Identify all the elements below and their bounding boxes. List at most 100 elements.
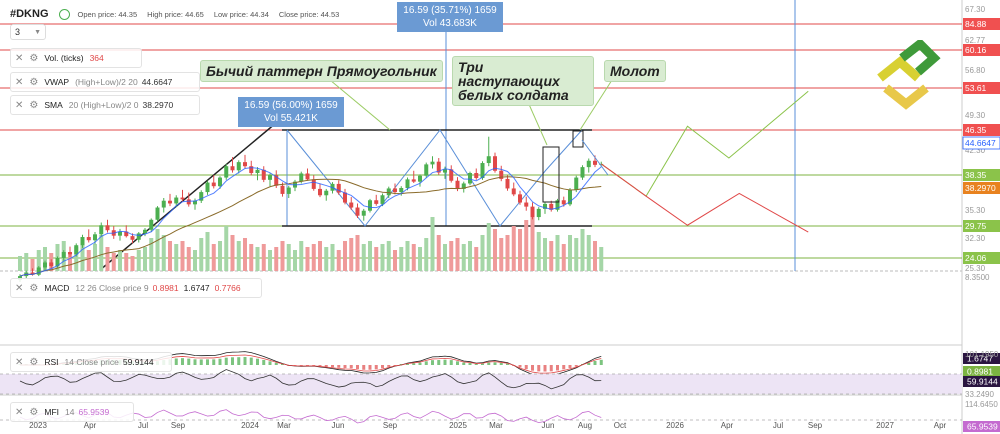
- volume-bar: [36, 250, 41, 271]
- high-price: High price: 44.65: [147, 9, 204, 19]
- indicator-sma[interactable]: ✕ ⚙ SMA 20 (High+Low)/2 0 38.2970: [10, 95, 200, 115]
- volume-bar: [318, 241, 322, 271]
- symbol-label[interactable]: #DKNG: [10, 8, 49, 20]
- macd-histogram-bar: [506, 363, 509, 365]
- close-icon[interactable]: ✕: [15, 76, 24, 88]
- macd-histogram-bar: [318, 365, 322, 367]
- candle-body: [455, 180, 460, 189]
- gear-icon[interactable]: ⚙: [29, 76, 39, 88]
- gear-icon[interactable]: ⚙: [29, 99, 39, 111]
- close-icon[interactable]: ✕: [15, 282, 24, 294]
- macd-histogram-bar: [456, 361, 459, 365]
- volume-bar: [305, 247, 310, 271]
- volume-bar: [580, 229, 585, 271]
- price-axis-label: 32.30: [965, 234, 986, 243]
- macd-histogram-bar: [174, 358, 178, 365]
- tooltip-change: 16.59 (35.71%) 1659: [403, 5, 497, 16]
- time-axis-label: Sep: [808, 421, 823, 430]
- gear-icon[interactable]: ⚙: [29, 356, 39, 368]
- macd-histogram-bar: [412, 363, 416, 365]
- volume-bar: [243, 238, 247, 271]
- candle-body: [543, 203, 547, 209]
- gear-icon[interactable]: ⚙: [29, 406, 39, 418]
- volume-bar: [280, 241, 285, 271]
- rsi-tag-label: 59.9144: [967, 377, 998, 387]
- price-tag: [963, 18, 1000, 30]
- price-tag: [963, 182, 1000, 194]
- volume-bar: [205, 232, 210, 271]
- volume-bar: [361, 244, 366, 271]
- candle-body: [443, 169, 447, 173]
- indicator-vwap[interactable]: ✕ ⚙ VWAP (High+Low)/2 20 44.6647: [10, 72, 200, 92]
- price-tag-label: 53.61: [965, 83, 987, 93]
- annotation-hammer[interactable]: Молот: [604, 60, 666, 82]
- candle-body: [49, 262, 54, 267]
- mfi-label: MFI: [44, 407, 59, 417]
- volume-bar: [86, 250, 91, 271]
- candle-body: [61, 252, 66, 258]
- open-price: Open price: 44.35: [77, 9, 138, 19]
- candle-body: [361, 210, 366, 216]
- candle-body: [43, 262, 47, 268]
- gear-icon[interactable]: ⚙: [29, 282, 39, 294]
- macd-histogram-bar: [399, 364, 403, 365]
- time-axis-label: Jul: [773, 421, 783, 430]
- price-tag: [963, 252, 1000, 264]
- volume-bar: [111, 253, 116, 271]
- close-icon[interactable]: ✕: [15, 356, 24, 368]
- volume-bar: [324, 247, 329, 271]
- macd-histogram-bar: [518, 365, 522, 368]
- timeframe-value: 3: [15, 27, 21, 37]
- volume-bar: [418, 247, 422, 271]
- volume-bar: [486, 223, 491, 271]
- price-tag-label: 84.88: [965, 19, 987, 29]
- volume-bar: [230, 235, 235, 271]
- macd-histogram-bar: [418, 362, 422, 365]
- candle-body: [80, 237, 85, 246]
- macd-histogram-bar: [387, 365, 391, 367]
- indicator-name: Vol. (ticks): [44, 53, 84, 63]
- macd-histogram-bar: [262, 359, 266, 365]
- timeframe-select[interactable]: 3 ▼: [10, 24, 46, 40]
- volume-bar: [349, 238, 354, 271]
- candle-body: [74, 245, 79, 255]
- close-icon[interactable]: ✕: [15, 406, 24, 418]
- candle-body: [311, 179, 316, 189]
- macd-histogram-bar: [568, 365, 572, 369]
- macd-histogram-bar: [474, 363, 478, 365]
- measure-tooltip-1: 16.59 (56.00%) 1659 Vol 55.421K: [238, 97, 344, 127]
- candle-body: [280, 185, 285, 194]
- macd-histogram-bar: [212, 359, 216, 365]
- gear-icon[interactable]: ⚙: [29, 52, 39, 64]
- candle-body: [130, 236, 135, 240]
- mfi-legend[interactable]: ✕ ⚙ MFI 14 65.9539: [10, 402, 134, 422]
- annotation-rectangle-pattern[interactable]: Бычий паттерн Прямоугольник: [200, 60, 443, 82]
- volume-bar: [424, 238, 429, 271]
- candle-body: [86, 237, 91, 241]
- price-axis-label: 25.30: [965, 264, 986, 273]
- macd-signal: 0.8981: [152, 283, 179, 293]
- close-icon[interactable]: ✕: [15, 52, 24, 64]
- time-axis-label: Mar: [277, 421, 291, 430]
- price-axis-label: 49.30: [965, 111, 986, 120]
- candle-body: [380, 195, 385, 204]
- macd-legend[interactable]: ✕ ⚙ MACD 12 26 Close price 9 0.8981 1.67…: [10, 278, 262, 298]
- annotation-three-soldiers[interactable]: Три наступающих белых солдата: [452, 56, 594, 106]
- macd-histogram-bar: [562, 365, 566, 370]
- low-price: Low price: 44.34: [213, 9, 269, 19]
- indicator-volume[interactable]: ✕ ⚙ Vol. (ticks) 364: [10, 48, 142, 68]
- candle-body: [99, 225, 104, 235]
- rsi-legend[interactable]: ✕ ⚙ RSI 14 Close price 59.9144: [10, 352, 172, 372]
- volume-bar: [555, 235, 560, 271]
- candle-body: [168, 200, 172, 204]
- candle-body: [568, 189, 572, 205]
- time-axis-label: Jun: [542, 421, 555, 430]
- volume-bar: [599, 247, 604, 271]
- candle-body: [161, 200, 166, 208]
- candle-body: [405, 179, 410, 189]
- indicator-name: SMA: [44, 100, 63, 110]
- price-tag: [963, 220, 1000, 232]
- volume-bar: [343, 241, 347, 271]
- macd-histogram-bar: [549, 365, 553, 372]
- close-icon[interactable]: ✕: [15, 99, 24, 111]
